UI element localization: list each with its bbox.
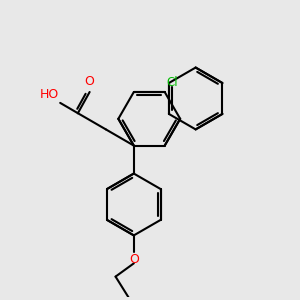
Text: O: O [85, 76, 94, 88]
Text: O: O [129, 253, 139, 266]
Text: HO: HO [40, 88, 59, 100]
Text: Cl: Cl [166, 76, 178, 88]
